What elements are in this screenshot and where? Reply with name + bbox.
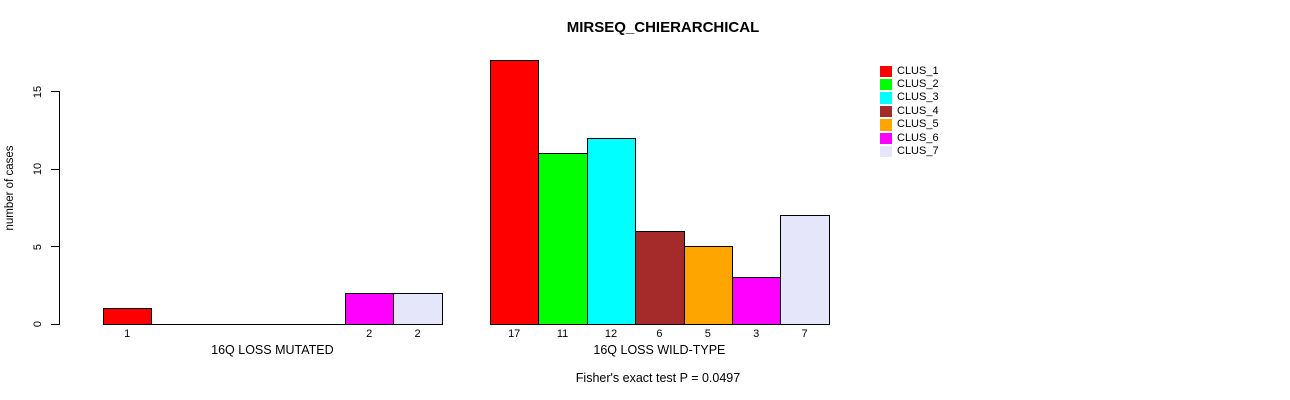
bar-clus_7 <box>780 215 830 325</box>
bar-value-label: 11 <box>556 327 569 340</box>
legend-swatch <box>880 132 892 144</box>
bar-value-label: 17 <box>508 327 521 340</box>
legend-label: CLUS_4 <box>897 104 939 117</box>
bar-clus_6 <box>732 277 782 325</box>
group-label: 16Q LOSS MUTATED <box>211 343 334 357</box>
bar-value-label: 2 <box>414 327 421 340</box>
bar-value-label: 12 <box>604 327 618 340</box>
bar-clus_2 <box>538 153 588 325</box>
bar-clus_5 <box>683 246 733 325</box>
y-axis-tick-label: 15 <box>32 85 44 98</box>
bar-clus_1 <box>490 60 540 325</box>
bar-value-label: 1 <box>124 327 131 340</box>
chart-title: MIRSEQ_CHIERARCHICAL <box>566 19 760 36</box>
legend-swatch <box>880 119 892 131</box>
chart-footnote: Fisher's exact test P = 0.0497 <box>575 371 741 385</box>
y-axis-tick <box>51 246 59 248</box>
y-axis-tick-label: 10 <box>32 162 44 176</box>
legend-label: CLUS_6 <box>897 131 939 144</box>
bar-clus_3 <box>586 137 637 325</box>
group-label: 16Q LOSS WILD-TYPE <box>593 343 726 357</box>
y-axis-line <box>59 91 61 325</box>
bar-value-label: 3 <box>753 327 760 340</box>
legend-label: CLUS_1 <box>897 64 939 77</box>
y-axis-tick-label: 5 <box>32 243 44 250</box>
bar-clus_6 <box>345 292 395 325</box>
bar-value-label: 7 <box>801 327 808 340</box>
bar-value-label: 6 <box>656 327 663 340</box>
x-axis-baseline <box>103 323 443 325</box>
legend-swatch <box>880 145 892 158</box>
legend-label: CLUS_5 <box>897 118 939 131</box>
x-axis-baseline <box>490 323 830 325</box>
bar-value-label: 5 <box>704 327 711 340</box>
legend-label: CLUS_7 <box>897 144 939 157</box>
legend-swatch <box>880 92 892 104</box>
legend-swatch <box>880 78 892 91</box>
bar-clus_7 <box>393 292 443 325</box>
y-axis-tick-label: 0 <box>32 320 44 328</box>
legend-label: CLUS_3 <box>897 91 939 104</box>
bar-clus_4 <box>635 230 685 325</box>
y-axis-tick <box>51 323 59 325</box>
legend-swatch <box>880 105 892 118</box>
legend-swatch <box>880 65 892 77</box>
y-axis-title: number of cases <box>4 145 16 231</box>
y-axis-tick <box>51 168 59 170</box>
legend-label: CLUS_2 <box>897 77 939 90</box>
bar-value-label: 2 <box>366 327 373 340</box>
y-axis-tick <box>51 91 59 93</box>
bar-clus_1 <box>103 308 153 325</box>
